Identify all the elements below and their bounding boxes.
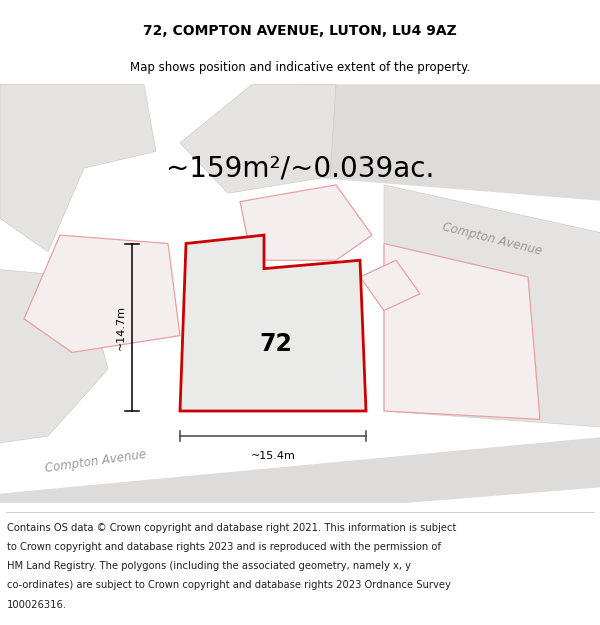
Text: ~159m²/~0.039ac.: ~159m²/~0.039ac. [166, 154, 434, 182]
Text: HM Land Registry. The polygons (including the associated geometry, namely x, y: HM Land Registry. The polygons (includin… [7, 561, 411, 571]
Polygon shape [180, 84, 336, 193]
Polygon shape [0, 436, 600, 537]
Text: co-ordinates) are subject to Crown copyright and database rights 2023 Ordnance S: co-ordinates) are subject to Crown copyr… [7, 581, 451, 591]
Text: to Crown copyright and database rights 2023 and is reproduced with the permissio: to Crown copyright and database rights 2… [7, 542, 441, 552]
Text: 72, COMPTON AVENUE, LUTON, LU4 9AZ: 72, COMPTON AVENUE, LUTON, LU4 9AZ [143, 24, 457, 38]
Polygon shape [180, 235, 366, 411]
Polygon shape [360, 260, 420, 311]
Polygon shape [24, 235, 180, 352]
Text: Compton Avenue: Compton Avenue [44, 448, 148, 475]
Polygon shape [240, 185, 372, 260]
Text: 72: 72 [260, 332, 292, 356]
Polygon shape [300, 84, 600, 202]
Polygon shape [0, 84, 156, 252]
Text: 100026316.: 100026316. [7, 599, 67, 609]
Polygon shape [384, 244, 540, 419]
Text: Contains OS data © Crown copyright and database right 2021. This information is : Contains OS data © Crown copyright and d… [7, 522, 457, 532]
Text: Compton Avenue: Compton Avenue [441, 221, 543, 258]
Text: ~14.7m: ~14.7m [116, 305, 126, 350]
Text: Map shows position and indicative extent of the property.: Map shows position and indicative extent… [130, 61, 470, 74]
Text: ~15.4m: ~15.4m [251, 451, 295, 461]
Polygon shape [0, 269, 108, 444]
Polygon shape [384, 185, 600, 428]
